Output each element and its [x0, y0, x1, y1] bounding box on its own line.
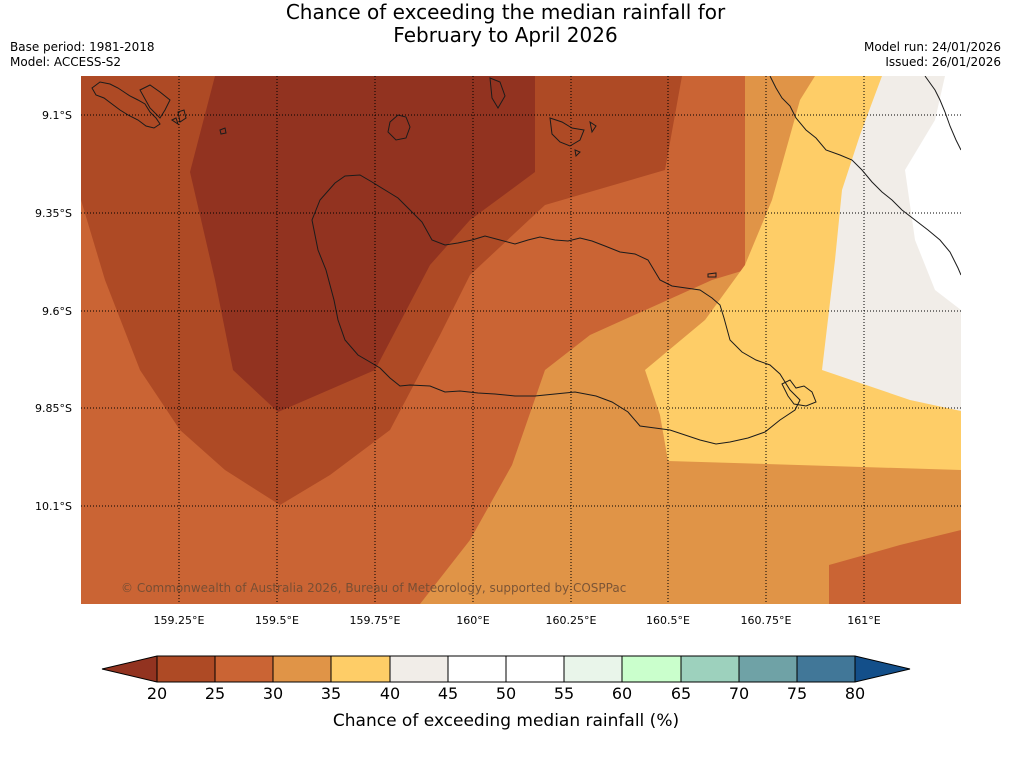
small-islet-1: [707, 272, 717, 278]
colorbar-bin-70-75: [739, 656, 797, 682]
colorbar-tick-75: 75: [787, 684, 807, 703]
chart-title-line-2: February to April 2026: [393, 23, 618, 47]
colorbar-tick-65: 65: [671, 684, 691, 703]
colorbar-tick-30: 30: [263, 684, 283, 703]
coastline-layer: [91, 76, 961, 445]
lat-label-9-6: 9.6°S: [42, 305, 72, 318]
colorbar-tick-35: 35: [321, 684, 341, 703]
lat-label-9-1: 9.1°S: [42, 109, 72, 122]
colorbar-bin-75-80: [797, 656, 855, 682]
lat-label-9-85: 9.85°S: [35, 402, 72, 415]
lon-label-160-75: 160.75°E: [741, 614, 792, 627]
florida-islands-east: [139, 84, 171, 119]
colorbar-tick-55: 55: [554, 684, 574, 703]
malaita-islets: [549, 117, 597, 158]
base-period-label: Base period: 1981-2018: [10, 40, 155, 54]
lon-label-159-25: 159.25°E: [154, 614, 205, 627]
contour-below-20: [190, 76, 535, 412]
colorbar-extend-high: [855, 656, 910, 682]
small-islet-2: [219, 127, 227, 135]
colorbar: 20 25 30 35 40 45 50 55 60 65 70 75 80 C…: [101, 655, 911, 731]
colorbar-bin-35-40: [331, 656, 390, 682]
issued-date-label: Issued: 26/01/2026: [885, 55, 1001, 69]
lon-label-160: 160°E: [456, 614, 489, 627]
chart-title-line-1: Chance of exceeding the median rainfall …: [285, 0, 726, 24]
colorbar-tick-45: 45: [438, 684, 458, 703]
lon-label-159-5: 159.5°E: [255, 614, 299, 627]
lon-label-160-5: 160.5°E: [646, 614, 690, 627]
colorbar-bin-45-50: [448, 656, 506, 682]
colorbar-bin-25-30: [215, 656, 273, 682]
colorbar-tick-60: 60: [612, 684, 632, 703]
malaita-coastline: [769, 76, 961, 276]
colorbar-tick-80: 80: [845, 684, 865, 703]
colorbar-tick-50: 50: [496, 684, 516, 703]
lon-label-160-25: 160.25°E: [546, 614, 597, 627]
colorbar-bin-55-60: [564, 656, 622, 682]
model-run-label: Model run: 24/01/2026: [863, 40, 1001, 54]
colorbar-bin-50-55: [506, 656, 564, 682]
malaita-northwest: [489, 77, 506, 109]
copyright-notice: © Commonwealth of Australia 2026, Bureau…: [121, 581, 626, 595]
colorbar-bin-20-25: [157, 656, 215, 682]
colorbar-tick-40: 40: [380, 684, 400, 703]
colorbar-bin-30-35: [273, 656, 331, 682]
colorbar-bin-60-65: [622, 656, 681, 682]
colorbar-extend-low: [102, 656, 157, 682]
colorbar-bin-65-70: [681, 656, 739, 682]
colorbar-bin-40-45: [390, 656, 448, 682]
colorbar-tick-70: 70: [729, 684, 749, 703]
lat-label-10-1: 10.1°S: [35, 500, 72, 513]
contour-25-30-southeast: [829, 530, 961, 604]
florida-islands-coastline: [91, 81, 161, 129]
marau-islets: [781, 379, 817, 407]
lat-label-9-35: 9.35°S: [35, 207, 72, 220]
colorbar-tick-20: 20: [147, 684, 167, 703]
small-malaita-coastline: [924, 76, 961, 151]
white-region: [905, 76, 961, 310]
colorbar-label: Chance of exceeding median rainfall (%): [333, 711, 679, 731]
lon-label-161: 161°E: [847, 614, 880, 627]
colorbar-tick-25: 25: [205, 684, 225, 703]
graticule: [81, 76, 961, 604]
probability-contour-layer: [81, 76, 961, 604]
lon-label-159-75: 159.75°E: [350, 614, 401, 627]
model-label: Model: ACCESS-S2: [10, 55, 122, 69]
